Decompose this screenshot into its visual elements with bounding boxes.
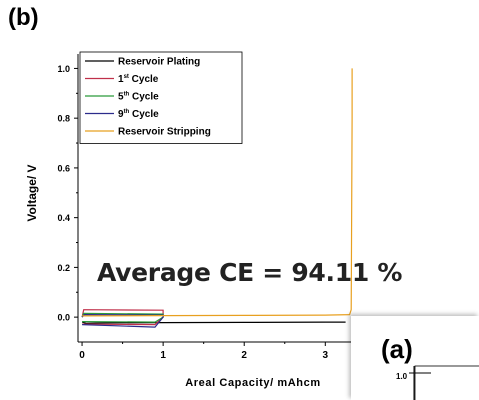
series-layer xyxy=(81,68,353,328)
inset-legend-box xyxy=(414,365,479,400)
y-tick-label: 0.4 xyxy=(57,213,70,223)
y-tick-label: 0.0 xyxy=(57,313,70,323)
x-tick-label: 2 xyxy=(241,350,247,361)
inset-panel-label: (a) xyxy=(381,334,413,364)
y-tick-label: 0.6 xyxy=(57,163,70,173)
average-ce-annotation: Average CE = 94.11 % xyxy=(97,258,403,287)
legend: Reservoir Plating 1st Cycle 5th Cycle 9th C… xyxy=(79,51,243,144)
y-tick-label: 0.8 xyxy=(57,114,70,124)
inset-panel xyxy=(351,316,479,400)
legend-box xyxy=(79,51,243,144)
series-line xyxy=(81,313,164,328)
x-tick-label: 3 xyxy=(323,350,329,361)
legend-label: 9th Cycle xyxy=(118,109,159,120)
x-tick-label: 1 xyxy=(160,350,166,361)
axes: 0 1 2 3 0.0 0.2 0.4 0.6 0.8 1.0 xyxy=(57,54,378,361)
panel-label: (b) xyxy=(8,4,39,31)
x-axis-label: Areal Capacity/ mAhcm xyxy=(185,377,320,389)
legend-label: Reservoir Stripping xyxy=(118,127,211,138)
y-tick-label: 0.2 xyxy=(57,263,70,273)
series-line xyxy=(82,68,353,317)
series-line xyxy=(81,321,346,324)
legend-label: 5th Cycle xyxy=(118,92,159,103)
legend-label: 1st Cycle xyxy=(118,74,159,85)
y-tick-label: 1.0 xyxy=(57,64,70,74)
y-axis-label: Voltage/ V xyxy=(25,164,39,221)
legend-label: Reservoir Plating xyxy=(118,57,200,68)
x-tick-label: 0 xyxy=(79,350,85,361)
inset-tick-label: 1.0 xyxy=(396,372,408,381)
